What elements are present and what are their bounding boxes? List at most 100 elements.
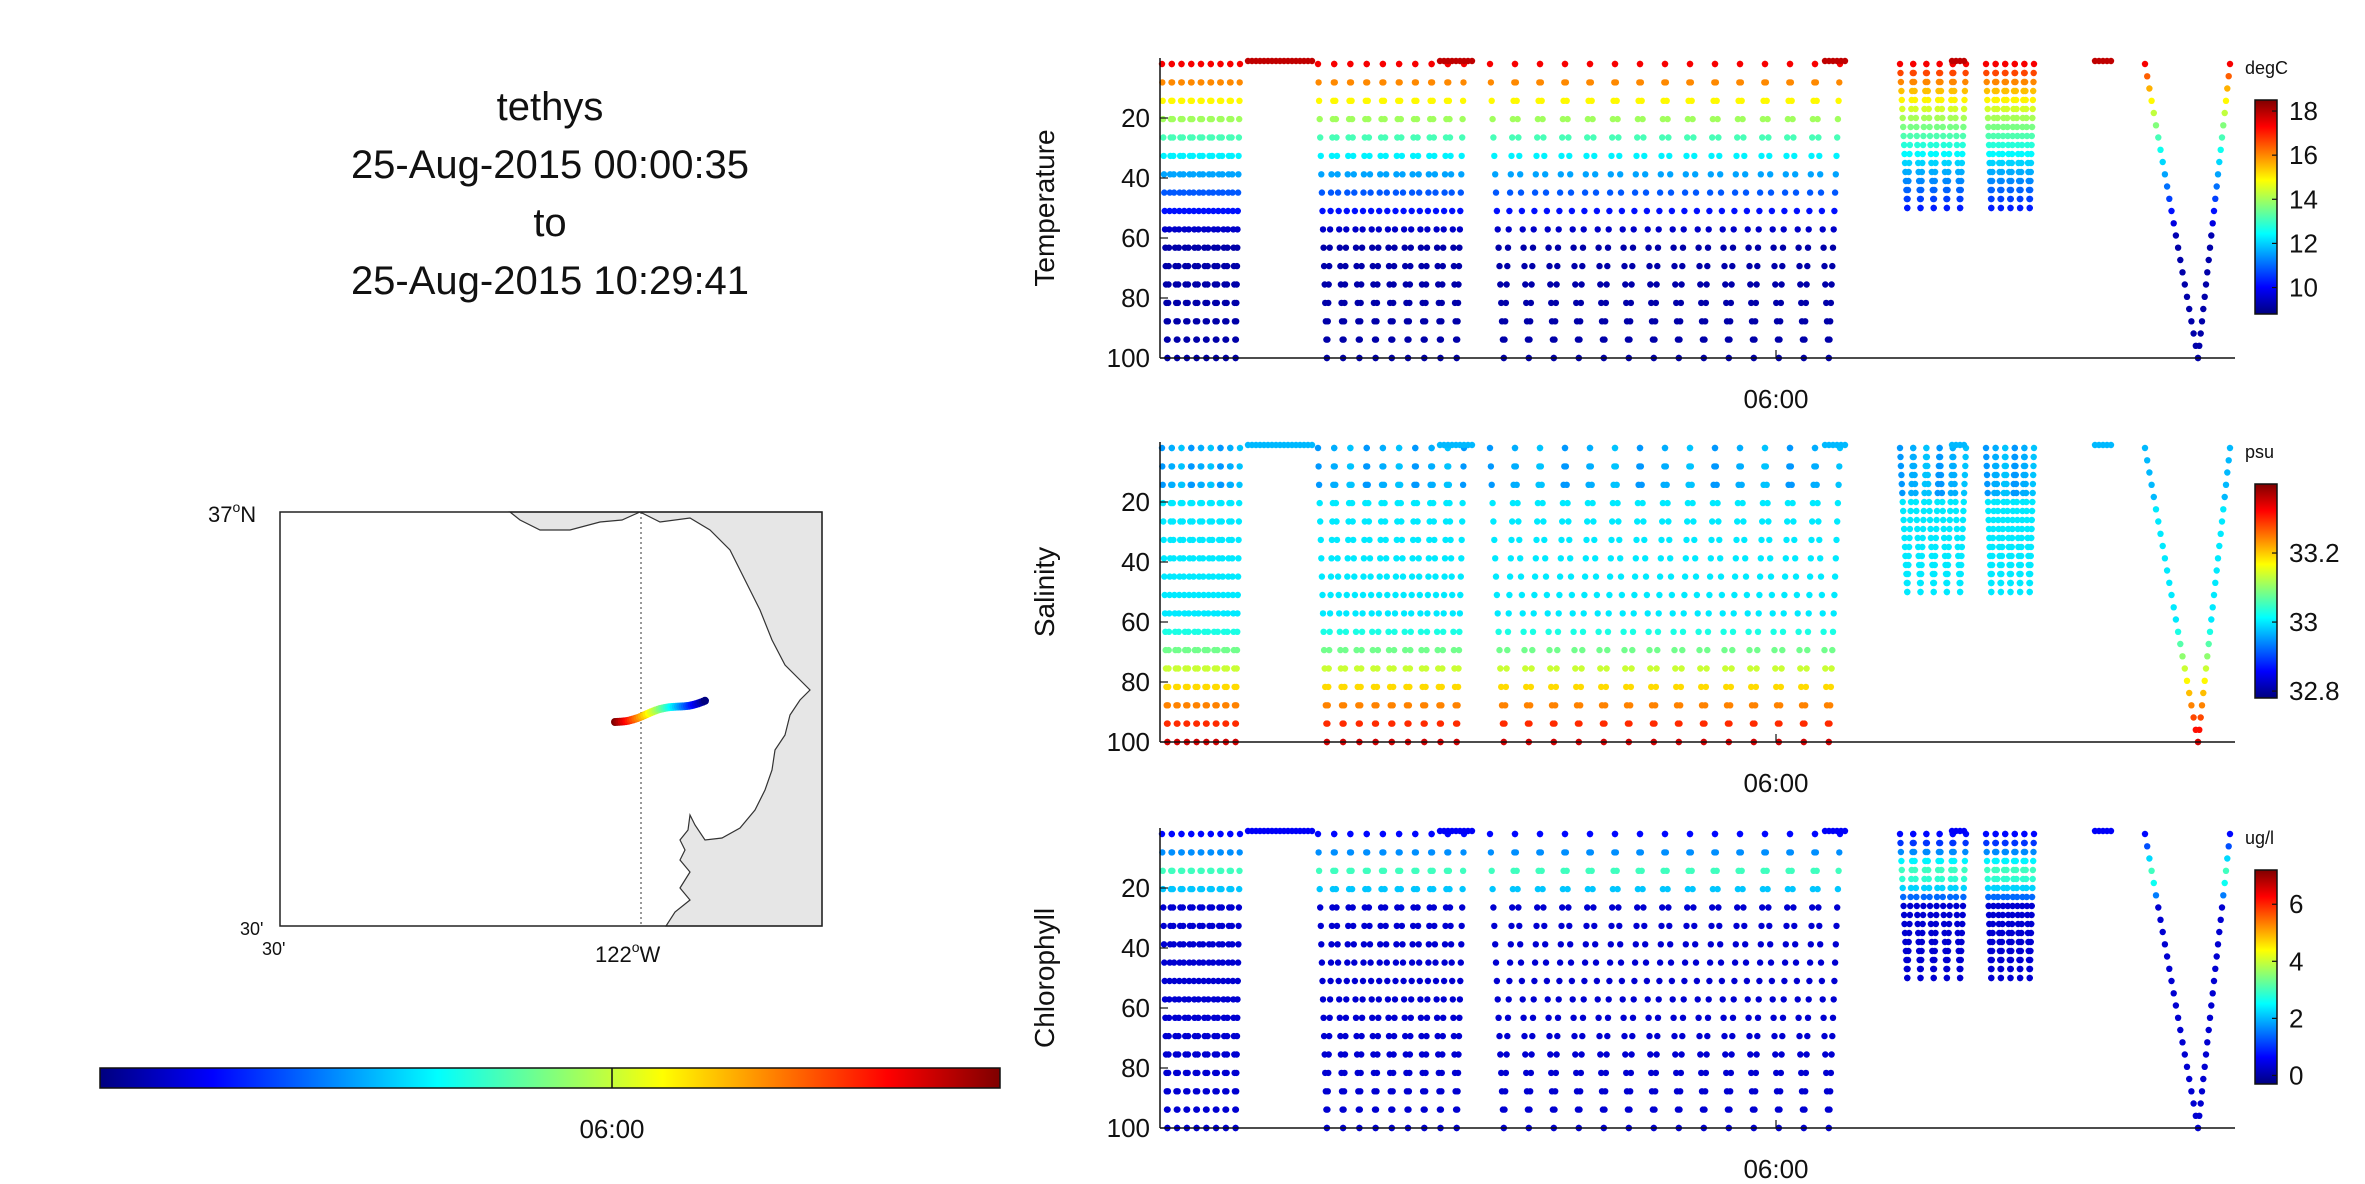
data-point xyxy=(1943,974,1951,982)
data-point xyxy=(1369,628,1376,635)
data-point xyxy=(1812,849,1820,856)
data-point xyxy=(1615,134,1622,141)
data-point xyxy=(1431,922,1438,930)
data-point xyxy=(1689,499,1696,507)
data-point xyxy=(1731,591,1738,599)
data-point xyxy=(1371,1106,1379,1113)
data-point xyxy=(1387,702,1394,709)
data-point xyxy=(2202,665,2210,672)
data-point xyxy=(1229,591,1237,599)
data-point xyxy=(1656,959,1664,966)
data-point xyxy=(1962,69,1969,77)
data-point xyxy=(1903,195,1911,203)
data-point xyxy=(1521,262,1528,270)
data-point xyxy=(2016,974,2024,982)
data-point xyxy=(1459,518,1466,525)
data-point xyxy=(1804,244,1812,251)
data-point xyxy=(2006,938,2013,946)
data-point xyxy=(1326,628,1333,635)
data-point xyxy=(2014,920,2022,928)
data-point xyxy=(1326,996,1334,1003)
data-point xyxy=(2006,570,2014,578)
data-point xyxy=(1802,299,1810,307)
data-point xyxy=(1814,885,1821,893)
data-point xyxy=(2188,318,2195,325)
data-point xyxy=(1767,573,1775,580)
data-point xyxy=(1227,79,1234,86)
data-point xyxy=(1234,573,1242,580)
data-point xyxy=(2205,1026,2212,1034)
data-point xyxy=(1694,996,1701,1003)
data-point xyxy=(1456,996,1464,1003)
data-point xyxy=(1436,720,1444,727)
data-point xyxy=(1523,702,1531,709)
data-point xyxy=(2025,947,2032,955)
data-point xyxy=(1319,207,1326,215)
data-point xyxy=(1505,610,1512,617)
data-point xyxy=(2006,177,2013,185)
data-point xyxy=(1205,977,1212,985)
data-point xyxy=(2006,552,2013,560)
data-point xyxy=(1920,123,1928,131)
data-point xyxy=(2146,469,2153,476)
data-point xyxy=(1198,97,1205,105)
data-point xyxy=(1960,893,1967,901)
data-point xyxy=(1581,591,1588,599)
data-point xyxy=(1938,489,1946,497)
data-point xyxy=(1182,683,1190,691)
data-point xyxy=(1358,646,1365,654)
data-point xyxy=(1179,518,1187,525)
data-point xyxy=(1990,516,1997,524)
data-point xyxy=(1212,336,1220,343)
data-point xyxy=(1983,848,1990,856)
data-point xyxy=(2003,875,2011,883)
data-point xyxy=(1997,974,2005,982)
data-point xyxy=(2013,105,2020,113)
data-point xyxy=(1597,281,1604,288)
data-point xyxy=(1634,115,1642,123)
data-point xyxy=(1441,573,1448,580)
data-point xyxy=(1924,87,1932,95)
data-point xyxy=(1190,171,1197,178)
data-point xyxy=(1672,1051,1679,1058)
data-point xyxy=(1731,977,1738,985)
data-point xyxy=(1229,941,1236,948)
data-point xyxy=(1506,591,1513,599)
data-point xyxy=(1820,1014,1827,1021)
data-point xyxy=(1768,977,1776,985)
data-point xyxy=(2152,892,2160,899)
data-point xyxy=(1655,610,1662,617)
data-point xyxy=(1229,977,1237,985)
data-point xyxy=(1614,499,1621,507)
data-point xyxy=(1217,60,1224,68)
data-point xyxy=(1229,959,1236,966)
data-point xyxy=(1468,57,1476,65)
data-point xyxy=(2002,69,2009,77)
data-point xyxy=(2004,132,2012,140)
data-point xyxy=(1574,336,1582,343)
data-point xyxy=(1634,134,1641,141)
data-point xyxy=(1210,207,1217,215)
data-point xyxy=(1780,226,1787,233)
data-point xyxy=(1636,60,1644,68)
data-point xyxy=(1985,132,1992,140)
data-point xyxy=(1997,588,2005,596)
data-point xyxy=(2019,902,2026,910)
data-point xyxy=(1770,628,1777,635)
data-point xyxy=(1632,171,1640,178)
data-point xyxy=(1570,244,1577,251)
data-point xyxy=(1459,885,1466,893)
data-point xyxy=(2024,920,2031,928)
data-point xyxy=(1956,588,1964,596)
data-point xyxy=(1428,444,1435,452)
data-point xyxy=(1703,1051,1710,1058)
data-point xyxy=(1326,610,1334,617)
data-point xyxy=(1455,646,1463,654)
data-point xyxy=(1687,79,1695,86)
data-point xyxy=(1392,573,1400,580)
data-point xyxy=(2021,444,2028,452)
data-point xyxy=(1694,610,1701,617)
data-point xyxy=(1721,646,1728,654)
data-point xyxy=(1211,646,1218,654)
data-point xyxy=(1193,1106,1200,1113)
